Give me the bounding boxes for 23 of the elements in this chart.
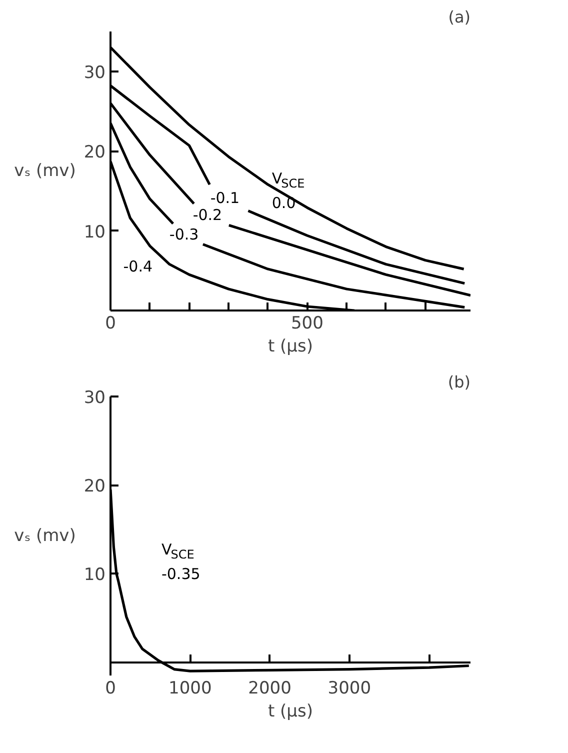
series-label: -0.2 — [192, 206, 222, 224]
series-label: -0.3 — [169, 225, 199, 244]
series-label: -0.4 — [123, 257, 153, 276]
chart-title: (b) — [448, 372, 470, 392]
y-tick-label: 10 — [84, 222, 106, 242]
y-tick-label: 20 — [84, 142, 106, 163]
x-tick-label: 500 — [290, 314, 324, 334]
x-tick-label: 2000 — [248, 678, 292, 698]
y-axis-title: vₛ (mv) — [14, 526, 76, 546]
series-label: -0.1 — [210, 189, 240, 208]
x-axis-title: t (μs) — [268, 336, 314, 356]
chart-title: (a) — [448, 8, 471, 26]
x-axis-title: t (μs) — [268, 702, 314, 722]
x-tick-label: 1000 — [168, 678, 212, 698]
x-tick-label: 0 — [105, 314, 116, 334]
y-axis-title: vₛ (mv) — [14, 161, 76, 181]
y-tick-label: 20 — [84, 476, 106, 497]
y-tick-label: 10 — [84, 565, 106, 586]
x-tick-label: 3000 — [328, 678, 372, 698]
y-tick-label: 30 — [84, 62, 106, 83]
x-tick-label: 0 — [105, 678, 116, 698]
y-tick-label: 30 — [84, 388, 106, 408]
text: -0.35 — [161, 565, 200, 584]
